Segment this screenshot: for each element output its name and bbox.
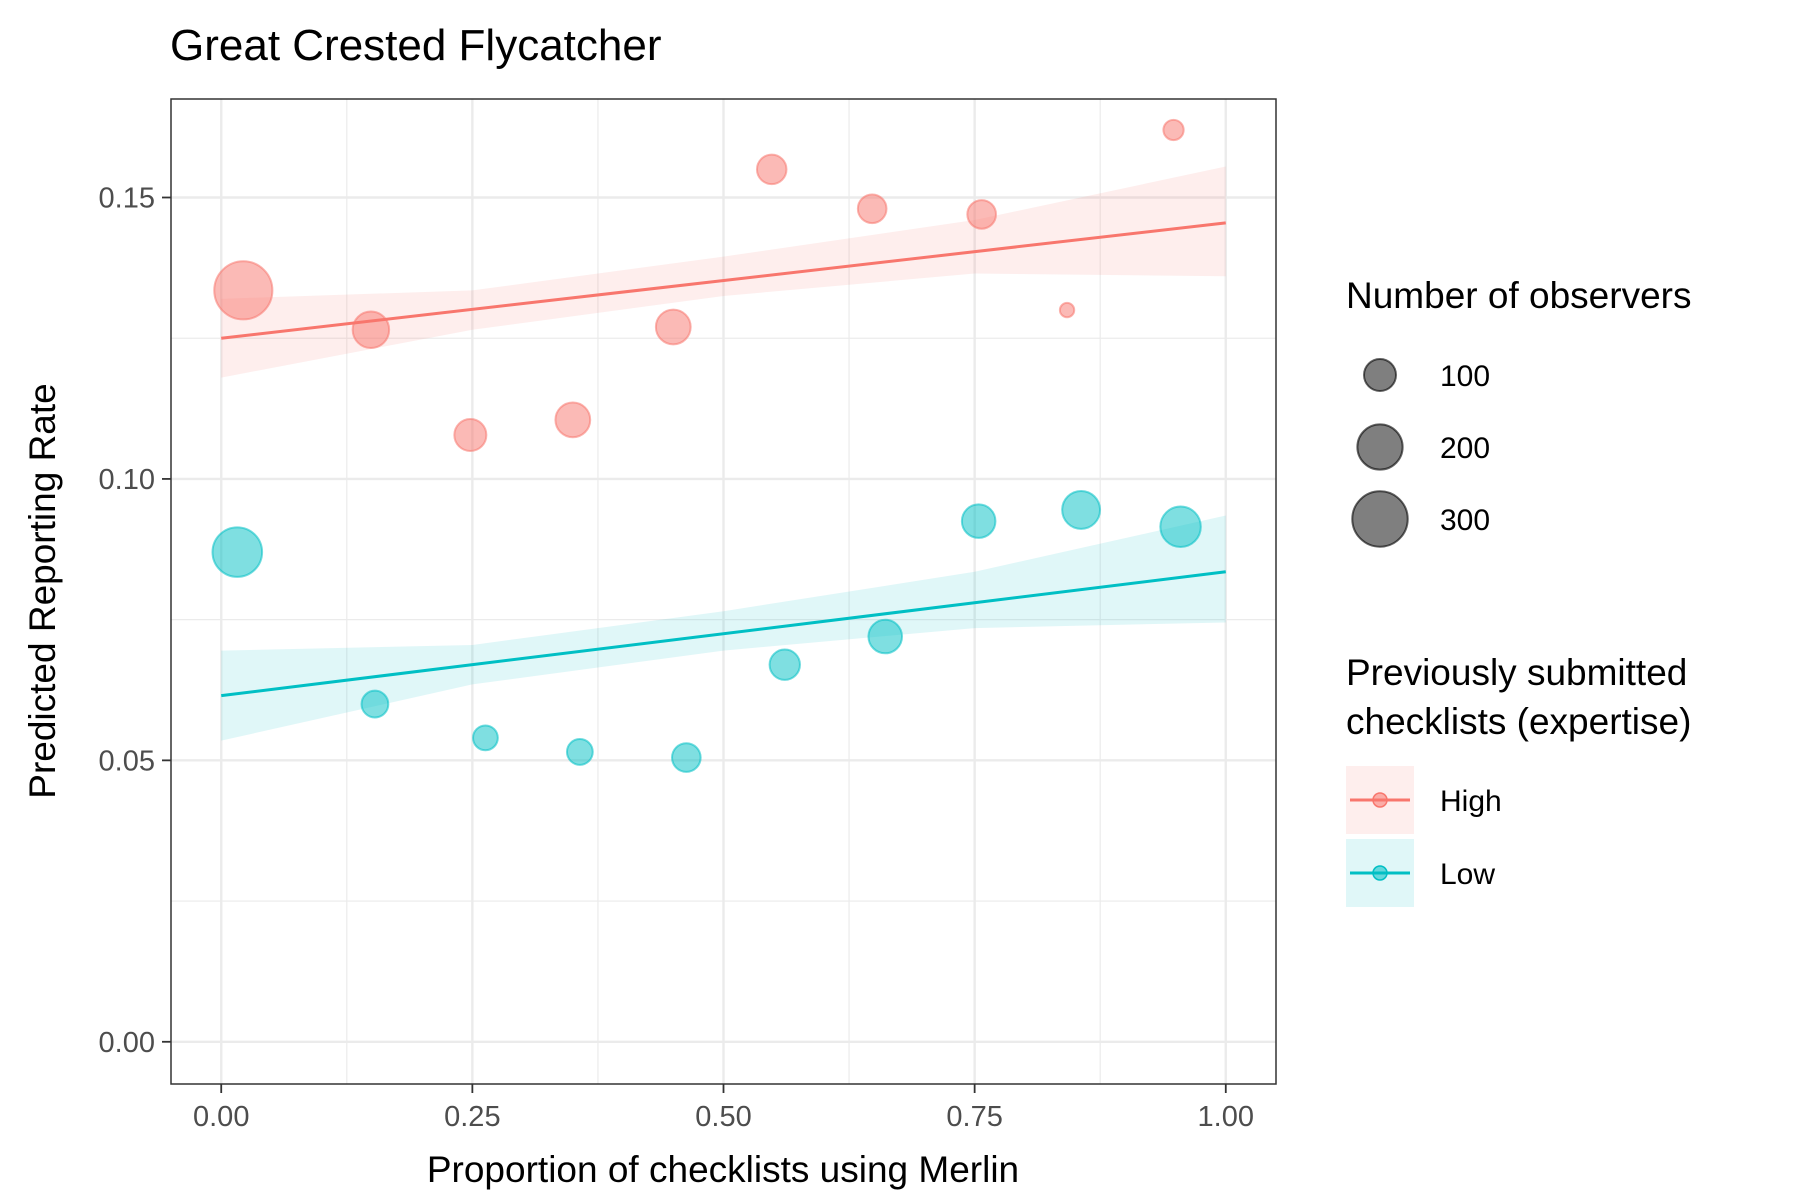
data-point-high (351, 310, 391, 350)
data-point-low (360, 689, 390, 719)
size-legend-key (1356, 423, 1404, 471)
y-tick-label: 0.15 (99, 183, 155, 215)
x-axis: 0.00 0.25 0.50 0.75 1.00 (193, 1084, 1254, 1133)
x-tick-label: 1.00 (1198, 1101, 1254, 1133)
data-point-low (211, 526, 264, 578)
data-point-high (213, 260, 274, 321)
y-axis-label: Predicted Reporting Rate (22, 383, 63, 798)
data-point-low (1159, 505, 1202, 549)
size-legend-label: 200 (1440, 432, 1490, 465)
data-point-low (1061, 489, 1102, 530)
color-legend-key-point (1372, 865, 1388, 881)
x-axis-label: Proportion of checklists using Merlin (427, 1149, 1019, 1190)
data-point-high (1162, 118, 1185, 142)
data-point-low (565, 738, 594, 766)
y-tick-label: 0.00 (99, 1027, 155, 1059)
size-legend: Number of observers 100 200 300 (1346, 275, 1691, 548)
trend-line-high (221, 221, 1226, 340)
x-tick-label: 0.50 (695, 1101, 751, 1133)
confidence-ribbon-high (221, 166, 1226, 378)
data-point-high (654, 308, 692, 346)
data-point-low (960, 503, 997, 539)
y-tick-label: 0.05 (99, 745, 155, 777)
data-point-low (867, 618, 904, 655)
size-legend-title: Number of observers (1346, 275, 1691, 316)
data-point-high (856, 193, 888, 225)
data-point-low (768, 648, 801, 681)
data-point-high (1058, 301, 1076, 319)
color-legend: Previously submitted checklists (experti… (1346, 652, 1691, 907)
color-legend-title-line-1: Previously submitted (1346, 652, 1687, 693)
size-legend-label: 100 (1440, 360, 1490, 393)
data-point-high (453, 418, 488, 453)
x-tick-label: 0.00 (193, 1101, 249, 1133)
color-legend-label: High (1440, 785, 1502, 818)
data-points (211, 118, 1202, 773)
x-tick-label: 0.25 (444, 1101, 500, 1133)
trend-lines (221, 221, 1226, 698)
confidence-ribbon-low (221, 515, 1226, 741)
size-legend-key (1363, 358, 1397, 392)
data-point-high (755, 153, 788, 186)
color-legend-label: Low (1440, 858, 1495, 891)
data-point-high (966, 199, 997, 230)
size-legend-key (1351, 490, 1409, 548)
major-gridlines (171, 99, 1276, 1084)
data-point-low (671, 742, 702, 773)
y-tick-label: 0.10 (99, 464, 155, 496)
y-axis: 0.00 0.05 0.10 0.15 (99, 183, 171, 1059)
data-point-low (472, 724, 499, 752)
color-legend-key-point (1372, 792, 1388, 808)
data-point-high (554, 401, 592, 439)
size-legend-label: 300 (1440, 504, 1490, 537)
trend-line-low (221, 570, 1226, 698)
chart-title: Great Crested Flycatcher (170, 21, 662, 70)
color-legend-title-line-2: checklists (expertise) (1346, 701, 1691, 742)
confidence-ribbons (221, 166, 1226, 741)
x-tick-label: 0.75 (946, 1101, 1002, 1133)
